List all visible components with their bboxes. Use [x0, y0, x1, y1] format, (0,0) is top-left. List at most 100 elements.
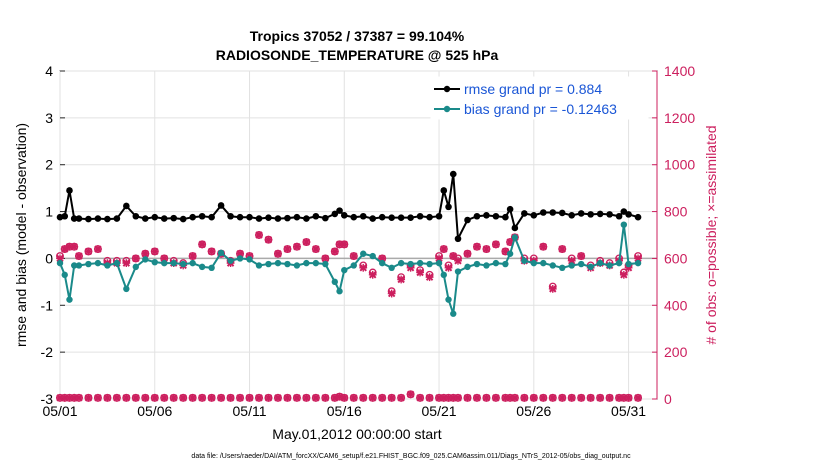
bias-point	[350, 262, 357, 269]
rmse-point	[587, 211, 594, 218]
y-right-tick-label: 1000	[664, 157, 695, 173]
obs-assimilated-point	[311, 245, 320, 253]
obs-baseline-assimilated-point	[539, 393, 548, 402]
rmse-point	[113, 215, 121, 222]
bias-point	[440, 271, 447, 279]
rmse-point	[464, 216, 471, 224]
y-right-tick-label: 0	[664, 391, 672, 407]
bias-point	[161, 259, 168, 267]
rmse-point	[530, 212, 538, 219]
obs-baseline-assimilated-point	[236, 393, 244, 402]
x-tick-label: 05/31	[611, 403, 646, 419]
obs-assimilated-point	[330, 247, 339, 256]
bias-point	[284, 260, 291, 268]
bias-point	[506, 250, 514, 257]
legend-rmse-label: rmse grand pr = 0.884	[464, 81, 602, 97]
obs-baseline-assimilated-point	[311, 393, 320, 402]
rmse-point	[378, 213, 386, 221]
obs-assimilated-point	[198, 240, 207, 249]
obs-baseline-assimilated-point	[624, 393, 633, 402]
obs-baseline-assimilated-point	[94, 393, 102, 402]
rmse-point	[284, 214, 291, 222]
rmse-point	[336, 207, 343, 214]
rmse-point	[449, 170, 457, 178]
y-right-tick-label: 800	[664, 204, 688, 220]
rmse-point	[208, 213, 215, 221]
bias-point	[71, 262, 78, 269]
rmse-point	[483, 212, 490, 219]
obs-baseline-assimilated-point	[605, 393, 614, 402]
obs-assimilated-point	[302, 238, 311, 246]
y-axis-label-left: rmse and bias (model - observation)	[13, 123, 29, 347]
bias-point	[454, 268, 462, 275]
rmse-point	[369, 215, 377, 222]
rmse-point	[160, 215, 168, 222]
rmse-point	[506, 205, 514, 213]
y-left-tick-label: 4	[45, 63, 53, 79]
rmse-point	[454, 235, 462, 243]
obs-assimilated-point	[558, 245, 567, 253]
rmse-point	[179, 215, 187, 223]
x-axis-label: May.01,2012 00:00:00 start	[272, 426, 442, 442]
y-left-tick-label: 1	[45, 204, 53, 220]
bias-point	[445, 296, 452, 303]
bias-point	[397, 259, 405, 267]
obs-assimilated-point	[150, 247, 159, 256]
bias-point	[341, 266, 348, 274]
obs-assimilated-point	[84, 247, 93, 256]
obs-baseline-assimilated-point	[577, 393, 586, 402]
bias-point	[549, 262, 556, 269]
bias-point	[587, 263, 594, 271]
bias-point	[255, 262, 263, 269]
obs-baseline-assimilated-point	[169, 393, 178, 402]
bias-point	[435, 259, 443, 267]
rmse-point	[521, 210, 528, 217]
obs-baseline-assimilated-point	[454, 393, 462, 402]
axes-layer: 05/01 05/06 05/11 05/16 05/21 05/26 05/31 -3 -2 -…	[41, 63, 696, 419]
rmse-point	[104, 215, 111, 223]
obs-assimilated-point	[141, 249, 150, 258]
bias-point	[312, 259, 320, 267]
obs-assimilated-point	[619, 270, 628, 279]
bias-point	[492, 259, 500, 267]
obs-baseline-assimilated-point	[340, 393, 349, 402]
rmse-point	[236, 213, 244, 221]
bias-point	[227, 257, 234, 264]
bias-point	[426, 260, 433, 268]
obs-assimilated-point	[539, 242, 548, 251]
bias-point	[502, 260, 509, 268]
obs-assimilated-point	[444, 263, 453, 272]
obs-baseline-assimilated-point	[245, 393, 254, 402]
rmse-point	[426, 213, 433, 221]
series-layer	[56, 170, 642, 402]
bias-point	[559, 264, 566, 271]
rmse-point	[625, 211, 632, 218]
rmse-point	[189, 213, 196, 221]
obs-baseline-assimilated-point	[378, 393, 387, 402]
rmse-point	[549, 209, 557, 216]
bias-point	[217, 249, 225, 257]
rmse-point	[274, 215, 282, 222]
y-left-tick-label: 2	[45, 157, 53, 173]
obs-assimilated-point	[207, 247, 216, 256]
rmse-point	[407, 214, 414, 221]
obs-baseline-assimilated-point	[634, 393, 642, 402]
bias-point	[170, 259, 177, 267]
bias-point	[416, 259, 424, 267]
bias-point	[407, 260, 414, 268]
obs-assimilated-point	[293, 242, 301, 251]
bias-point	[85, 260, 92, 268]
y-left-tick-label: -1	[41, 297, 54, 313]
bias-point	[483, 262, 490, 269]
y-left-tick-label: -2	[41, 344, 54, 360]
obs-baseline-assimilated-point	[293, 393, 301, 402]
obs-baseline-assimilated-point	[131, 393, 140, 402]
obs-baseline-assimilated-point	[586, 393, 595, 402]
obs-baseline-assimilated-point	[198, 393, 207, 402]
obs-baseline-assimilated-point	[103, 393, 112, 402]
rmse-point	[359, 212, 367, 220]
rmse-point	[255, 215, 263, 222]
obs-baseline-assimilated-point	[558, 393, 567, 402]
obs-baseline-assimilated-point	[520, 393, 529, 402]
obs-assimilated-point	[368, 270, 377, 279]
